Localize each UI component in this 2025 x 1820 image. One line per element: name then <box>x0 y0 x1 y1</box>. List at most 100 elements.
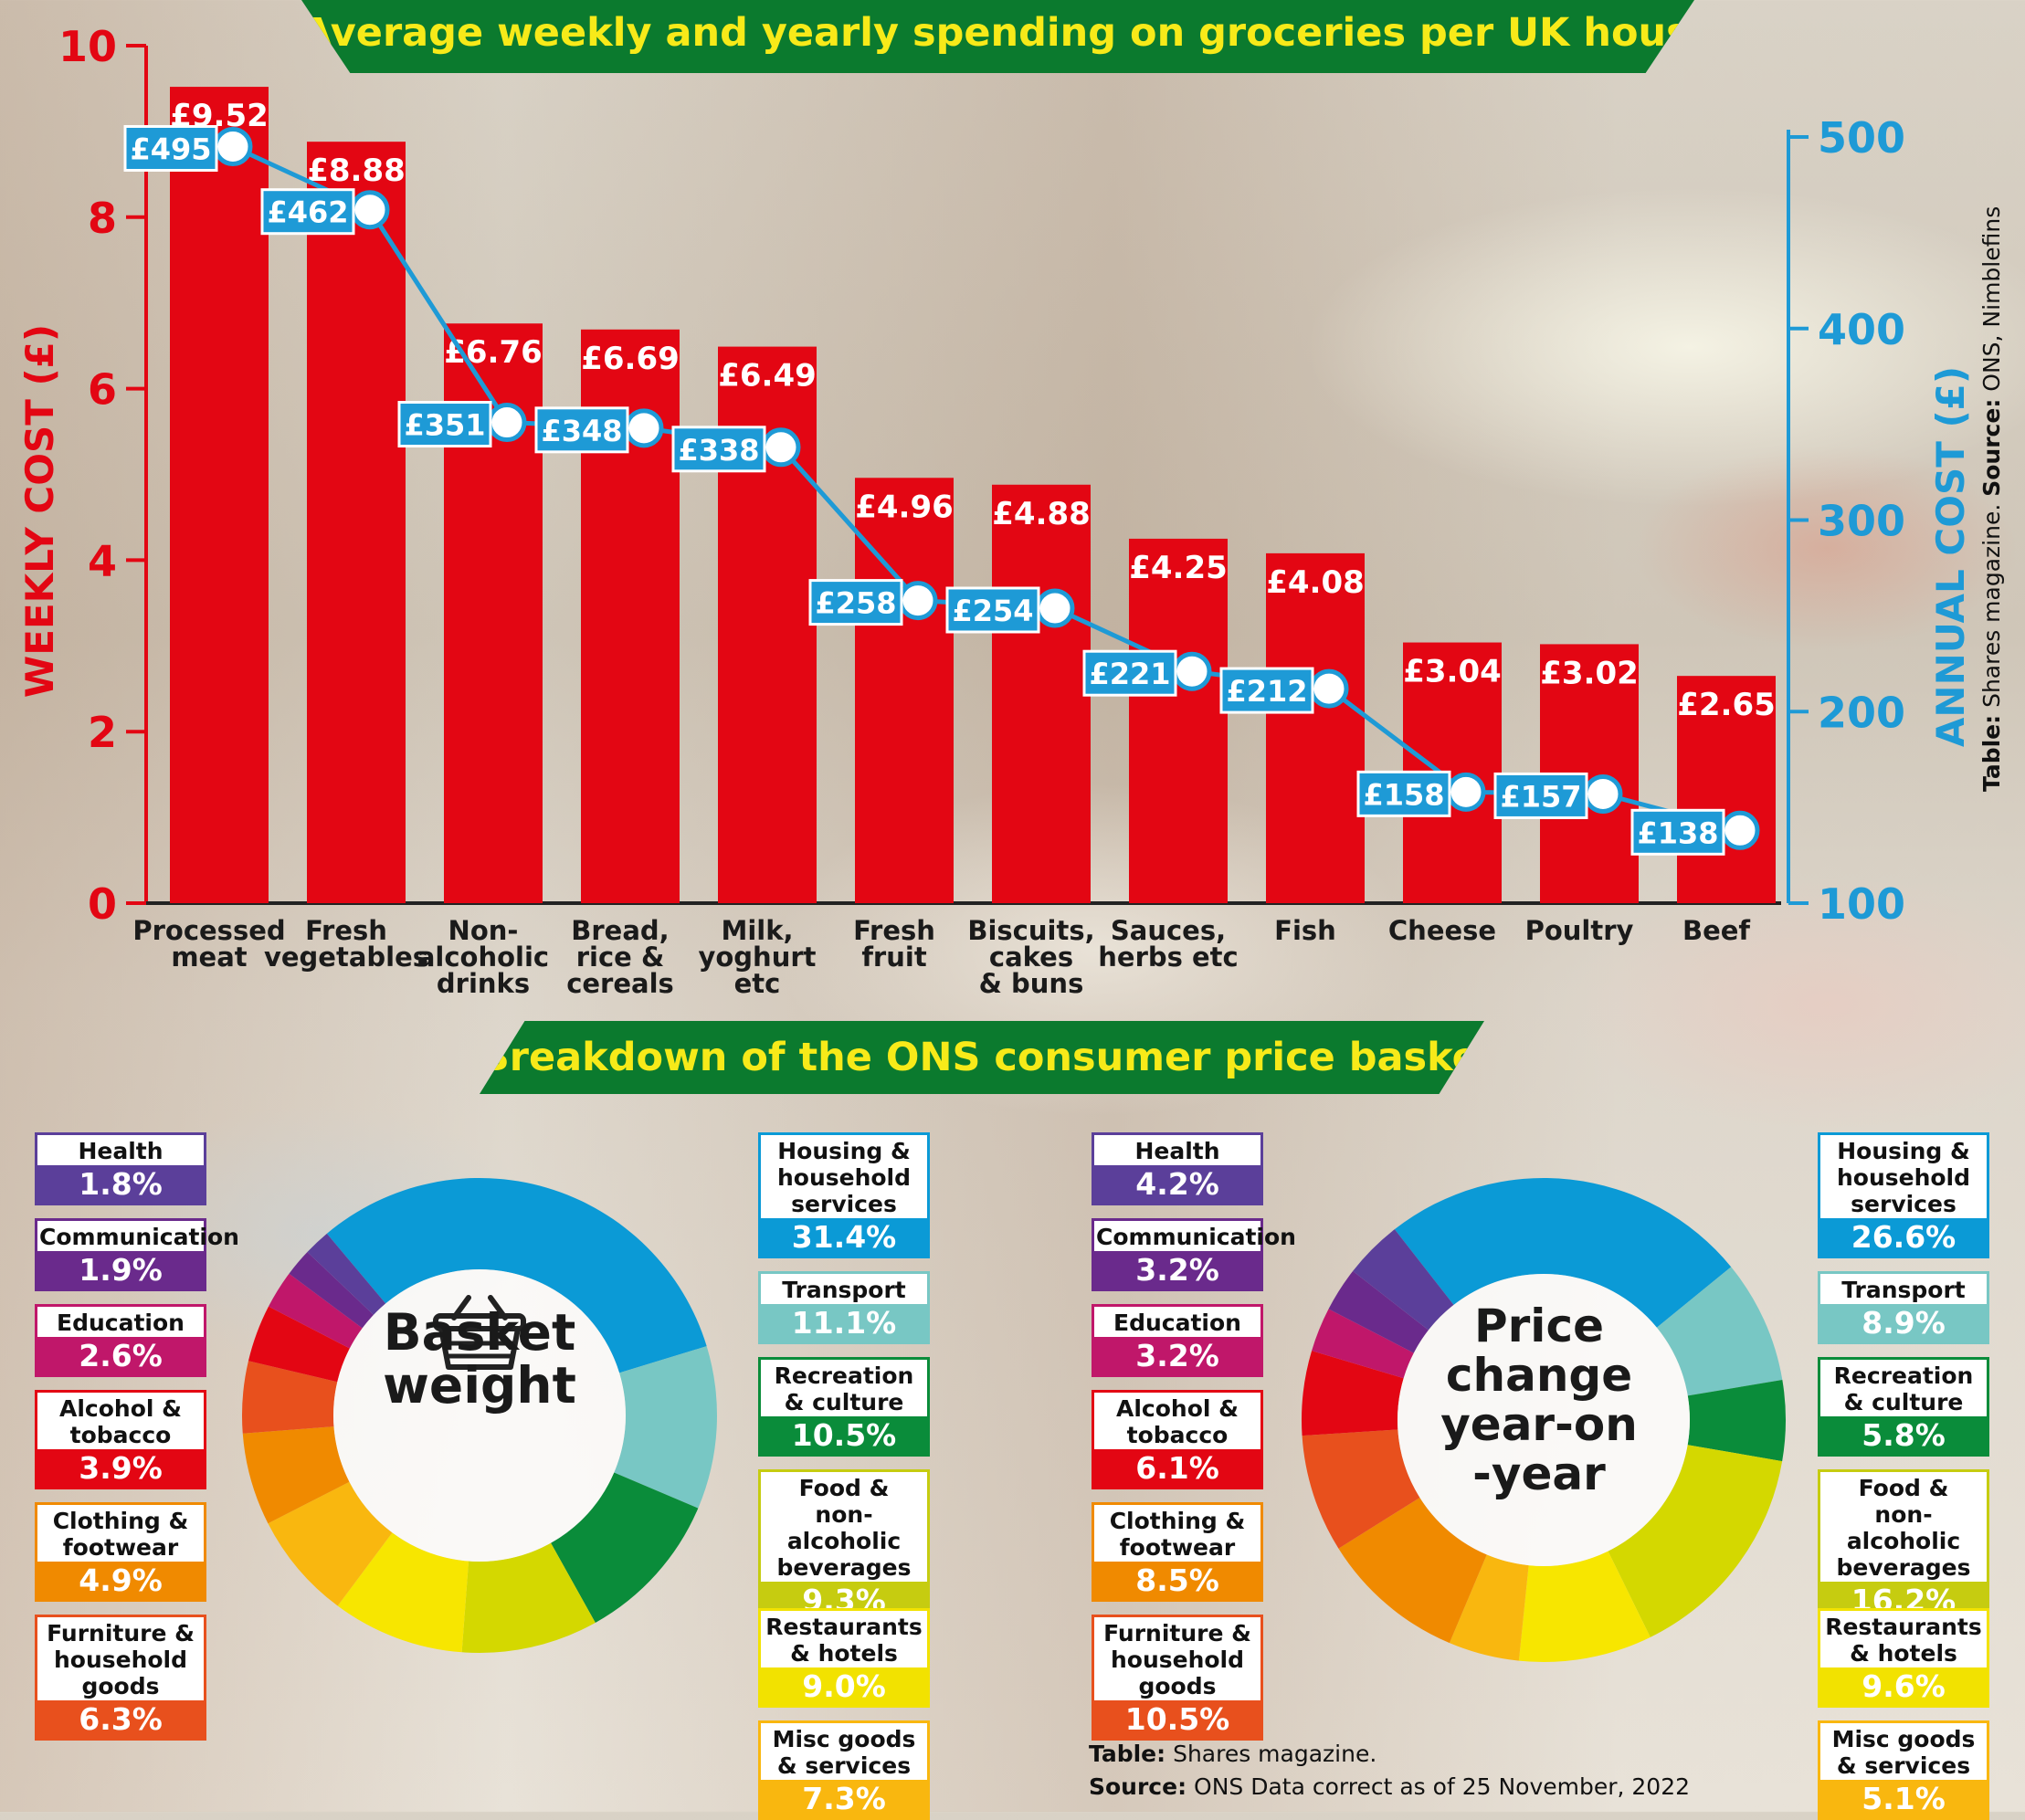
legend-label: Education <box>57 1310 185 1336</box>
bar-value-label: £8.88 <box>307 153 406 189</box>
category-label: Poultry <box>1525 915 1634 946</box>
legend-item: Misc goods & services 7.3% <box>758 1720 930 1820</box>
annual-cost-point <box>898 581 938 621</box>
category-label: Cheese <box>1388 915 1496 946</box>
legend-label: Health <box>78 1138 163 1164</box>
donut-center-line: Basket <box>383 1303 576 1362</box>
legend-value: 10.5% <box>1094 1700 1260 1738</box>
legend-value: 6.1% <box>1094 1449 1260 1487</box>
legend-item: Recreation & culture 5.8% <box>1818 1357 1989 1457</box>
legend-label: Misc goods & services <box>772 1726 916 1779</box>
legend-item: Food & non- alcoholic beverages 9.3% <box>758 1469 930 1622</box>
legend-label: Clothing & footwear <box>52 1508 189 1561</box>
legend-value: 1.9% <box>37 1251 204 1289</box>
legend-label: Misc goods & services <box>1831 1726 1976 1779</box>
legend-value: 7.3% <box>761 1780 927 1817</box>
bar-value-label: £2.65 <box>1677 687 1776 723</box>
bar <box>307 142 406 904</box>
annual-cost-label-box <box>1630 808 1725 856</box>
legend-item: Education 2.6% <box>35 1304 206 1377</box>
legend-item: Health 4.2% <box>1092 1132 1263 1205</box>
legend-label: Recreation & culture <box>774 1362 914 1415</box>
legend-label: Food & non- alcoholic beverages <box>776 1475 912 1581</box>
category-label: Biscuits, <box>967 915 1094 946</box>
annual-cost-label: £338 <box>678 433 759 468</box>
category-label: Fresh <box>305 915 387 946</box>
category-label: Beef <box>1682 915 1750 946</box>
annual-cost-label: £158 <box>1363 777 1444 812</box>
bar <box>1129 538 1228 903</box>
side-credit: Table: Shares magazine. Source: ONS, Nim… <box>1978 205 2005 792</box>
legend-item: Alcohol & tobacco 6.1% <box>1092 1390 1263 1489</box>
legend-value: 31.4% <box>761 1218 927 1256</box>
annual-cost-label: £351 <box>404 408 485 443</box>
category-label: Sauces, <box>1111 915 1226 946</box>
right-axis-title: ANNUAL COST (£) <box>1928 366 1973 747</box>
bar-value-label: £3.04 <box>1403 654 1502 690</box>
annual-cost-point <box>213 126 253 166</box>
legend-value: 4.9% <box>37 1562 204 1599</box>
right-tick-label: 400 <box>1818 305 1905 354</box>
legend-label: Furniture & household goods <box>1103 1620 1251 1699</box>
legend-item: Food & non- alcoholic beverages 16.2% <box>1818 1469 1989 1622</box>
legend-value: 3.2% <box>1094 1337 1260 1374</box>
legend-value: 26.6% <box>1820 1218 1987 1256</box>
legend-item: Housing & household services 26.6% <box>1818 1132 1989 1258</box>
bar-value-label: £4.96 <box>855 489 954 525</box>
legend-label: Alcohol & tobacco <box>59 1395 182 1448</box>
annual-cost-point <box>1309 668 1349 709</box>
legend-label: Transport <box>782 1277 906 1303</box>
annual-cost-point <box>1583 773 1623 814</box>
bar-line-chart: 0 2 4 6 8 10 WEEKLY COST (£) 100 200 300 400 500 ANN… <box>17 22 1973 999</box>
donut-center-line: change <box>1445 1349 1633 1402</box>
legend-item: Communication 1.9% <box>35 1218 239 1291</box>
category-label: cereals <box>566 968 674 999</box>
category-label: Processed <box>132 915 285 946</box>
chart-title: Average weekly and yearly spending on gr… <box>301 10 1813 56</box>
category-label: meat <box>171 942 247 973</box>
legend-value: 11.1% <box>761 1304 927 1341</box>
right-tick-label: 200 <box>1818 688 1905 737</box>
legend-value: 9.0% <box>761 1667 927 1705</box>
footer-credits: Table: Shares magazine. Source: ONS Data… <box>1089 1738 1690 1804</box>
legend-value: 6.3% <box>37 1700 204 1738</box>
legend-item: Restaurants & hotels 9.0% <box>758 1608 930 1708</box>
category-label: etc <box>734 968 781 999</box>
annual-cost-label: £157 <box>1500 779 1581 814</box>
category-label: yoghurt <box>698 942 816 973</box>
category-label: Milk, <box>721 915 793 946</box>
legend-label: Housing & household services <box>1836 1138 1971 1217</box>
legend-label: Food & non- alcoholic beverages <box>1836 1475 1971 1581</box>
annual-cost-label-box <box>671 426 766 473</box>
annual-cost-point <box>487 403 527 443</box>
annual-cost-label: £462 <box>267 195 348 230</box>
annual-cost-label: £348 <box>541 414 622 448</box>
legend-item: Health 1.8% <box>35 1132 206 1205</box>
legend-item: Housing & household services 31.4% <box>758 1132 930 1258</box>
annual-cost-point <box>1035 588 1075 628</box>
bar-value-label: £6.49 <box>718 358 817 395</box>
annual-cost-point <box>350 190 390 230</box>
annual-cost-label-box <box>397 401 492 448</box>
legend-label: Communication <box>1096 1224 1296 1250</box>
legend-label: Alcohol & tobacco <box>1116 1395 1239 1448</box>
legend-item: Recreation & culture 10.5% <box>758 1357 930 1457</box>
annual-cost-point <box>1446 772 1486 812</box>
category-label: fruit <box>861 942 927 973</box>
annual-cost-point <box>761 427 801 468</box>
annual-cost-label: £254 <box>952 594 1033 628</box>
bar <box>170 87 269 903</box>
category-label: alcoholic <box>417 942 549 973</box>
donut-center-line: year-on <box>1440 1398 1638 1451</box>
price-change-center: Price change year-on -year <box>1425 1301 1653 1499</box>
category-label: Non- <box>448 915 519 946</box>
donut-section-banner: Breakdown of the ONS consumer price bask… <box>480 1021 1484 1094</box>
category-label: & buns <box>979 968 1084 999</box>
legend-label: Transport <box>1841 1277 1966 1303</box>
legend-label: Health <box>1134 1138 1220 1164</box>
bar-value-label: £4.08 <box>1266 564 1365 601</box>
legend-label: Communication <box>39 1224 239 1250</box>
legend-label: Recreation & culture <box>1833 1362 1974 1415</box>
category-label: vegetables <box>264 942 428 973</box>
legend-item: Alcohol & tobacco 3.9% <box>35 1390 206 1489</box>
